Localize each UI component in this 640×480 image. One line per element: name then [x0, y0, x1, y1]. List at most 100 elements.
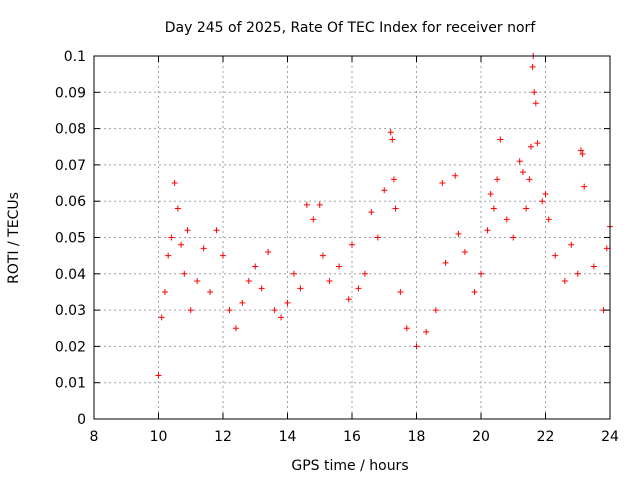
data-point: [439, 180, 446, 187]
data-point: [387, 129, 394, 136]
data-point: [523, 205, 530, 212]
data-point: [184, 227, 191, 234]
data-point: [516, 158, 523, 165]
x-tick-label: 24: [601, 429, 619, 445]
data-point: [527, 143, 534, 150]
data-point: [478, 270, 484, 277]
data-point: [487, 190, 494, 197]
data-point: [579, 151, 586, 158]
data-point: [389, 136, 396, 143]
data-point: [239, 299, 246, 306]
data-point: [303, 201, 310, 208]
data-point: [568, 241, 575, 248]
x-tick-label: 8: [90, 429, 99, 445]
data-point: [361, 270, 368, 277]
data-point: [310, 216, 317, 223]
data-point: [590, 263, 597, 270]
chart-title: Day 245 of 2025, Rate Of TEC Index for r…: [165, 20, 537, 36]
y-tick-label: 0.09: [55, 85, 86, 101]
data-point: [245, 278, 252, 285]
data-point: [577, 147, 584, 154]
data-point: [531, 89, 538, 96]
data-point: [390, 176, 397, 183]
data-point: [432, 307, 439, 314]
y-tick-label: 0.08: [55, 122, 86, 138]
data-point: [319, 252, 326, 259]
x-tick-labels: 8 10 12 14 16 18 20 22 24: [90, 429, 619, 445]
data-point: [381, 187, 388, 194]
x-tick-label: 12: [214, 429, 232, 445]
data-point: [349, 241, 355, 248]
y-tick-label: 0.07: [55, 158, 86, 174]
data-point: [526, 176, 533, 183]
data-point: [442, 259, 449, 266]
x-tick-label: 16: [343, 429, 361, 445]
data-point: [200, 245, 207, 252]
data-point: [494, 176, 501, 183]
scatter-points: [155, 53, 613, 379]
data-point: [452, 172, 459, 179]
data-point: [581, 183, 588, 190]
data-point: [168, 234, 175, 241]
data-point: [181, 270, 188, 277]
x-tick-label: 20: [472, 429, 490, 445]
x-tick-label: 18: [408, 429, 426, 445]
data-point: [374, 234, 381, 241]
data-point: [158, 314, 165, 321]
data-point: [471, 288, 478, 295]
y-tick-label: 0: [77, 412, 86, 428]
data-point: [529, 63, 536, 70]
data-point: [484, 227, 491, 234]
data-point: [539, 198, 546, 205]
x-tick-label: 14: [279, 429, 297, 445]
y-tick-label: 0.1: [64, 49, 86, 65]
y-tick-label: 0.02: [55, 339, 86, 355]
data-point: [252, 263, 259, 270]
y-tick-label: 0.06: [55, 194, 86, 210]
data-point: [232, 325, 239, 332]
data-point: [187, 307, 194, 314]
y-tick-label: 0.01: [55, 376, 86, 392]
data-point: [574, 270, 581, 277]
data-point: [258, 285, 265, 292]
data-point: [542, 190, 549, 197]
axis-ticks: [93, 55, 611, 420]
y-tick-label: 0.04: [55, 267, 86, 283]
data-point: [316, 201, 323, 208]
data-point: [178, 241, 185, 248]
data-point: [503, 216, 510, 223]
data-point: [497, 136, 504, 143]
data-point: [290, 270, 297, 277]
y-tick-label: 0.03: [55, 303, 86, 319]
data-point: [155, 372, 162, 379]
data-point: [213, 227, 220, 234]
data-point: [552, 252, 559, 259]
data-point: [297, 285, 304, 292]
data-point: [336, 263, 343, 270]
data-point: [165, 252, 172, 259]
data-point: [326, 278, 333, 285]
data-point: [220, 252, 226, 259]
data-point: [284, 299, 291, 306]
grid-lines: [94, 56, 610, 419]
data-point: [510, 234, 517, 241]
data-point: [561, 278, 568, 285]
data-point: [532, 100, 539, 107]
data-point: [171, 180, 178, 187]
data-point: [194, 278, 201, 285]
data-point: [265, 249, 272, 256]
x-axis-label: GPS time / hours: [291, 458, 408, 474]
data-point: [519, 169, 526, 176]
y-axis-label: ROTI / TECUs: [6, 192, 22, 284]
data-point: [174, 205, 181, 212]
data-point: [603, 245, 610, 252]
data-point: [545, 216, 552, 223]
x-tick-label: 22: [537, 429, 555, 445]
data-point: [226, 307, 233, 314]
data-point: [271, 307, 278, 314]
data-point: [161, 288, 168, 295]
data-point: [355, 285, 362, 292]
data-point: [397, 288, 404, 295]
data-point: [207, 288, 214, 295]
